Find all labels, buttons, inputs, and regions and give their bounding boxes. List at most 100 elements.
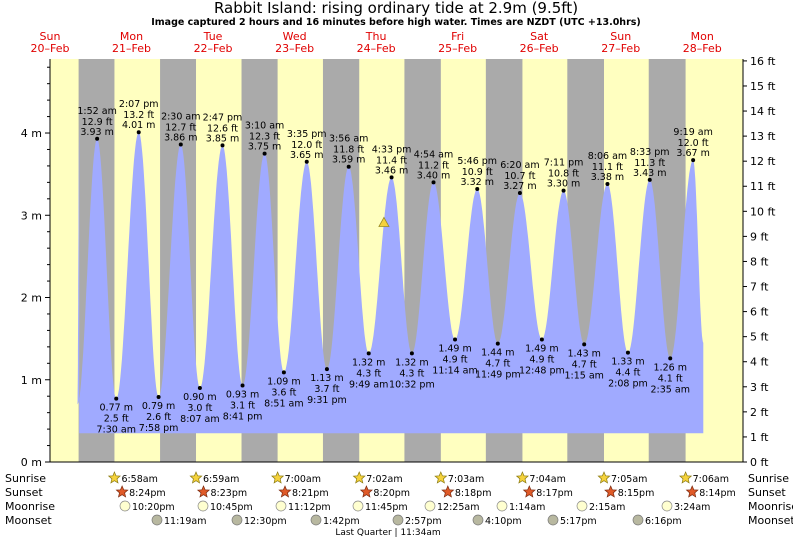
high-tide-metres: 3.86 m bbox=[164, 133, 197, 144]
day-date: 28–Feb bbox=[683, 42, 722, 55]
sunset-time: 8:15pm bbox=[618, 488, 655, 499]
moonrise-icon bbox=[275, 500, 287, 512]
high-tide-feet: 11.8 ft bbox=[333, 145, 364, 156]
high-tide-feet: 12.7 ft bbox=[165, 123, 196, 134]
low-tide-metres: 0.77 m bbox=[100, 403, 133, 414]
high-tide-time: 7:11 pm bbox=[544, 158, 584, 169]
moonrise-icon bbox=[661, 500, 673, 512]
high-tide-metres: 4.01 m bbox=[122, 120, 155, 131]
moonset-time: 4:10pm bbox=[485, 516, 522, 527]
low-tide-metres: 1.09 m bbox=[267, 376, 300, 387]
moonset-icon bbox=[392, 514, 404, 526]
moonset-icon bbox=[547, 514, 559, 526]
sunrise-time: 7:04am bbox=[529, 474, 565, 485]
sunset-icon bbox=[196, 485, 211, 498]
high-tide-point bbox=[561, 188, 566, 193]
day-date: 27–Feb bbox=[601, 42, 640, 55]
sunrise-time: 7:05am bbox=[611, 474, 647, 485]
high-tide-feet: 12.3 ft bbox=[249, 132, 280, 143]
low-tide-point bbox=[495, 341, 500, 346]
moon-phase-label: Last Quarter | 11:34am bbox=[335, 528, 440, 538]
moonset-time: 5:17pm bbox=[560, 516, 597, 527]
low-tide-feet: 4.9 ft bbox=[529, 354, 554, 365]
moonrise-icon bbox=[352, 500, 364, 512]
y-tick-label-metres: 3 m bbox=[21, 209, 42, 222]
moonrise-icon bbox=[496, 500, 508, 512]
moonrise-icon bbox=[119, 500, 131, 512]
moonrise-time: 1:14am bbox=[509, 502, 545, 513]
high-tide-feet: 12.9 ft bbox=[82, 117, 113, 128]
low-tide-metres: 0.93 m bbox=[226, 390, 259, 401]
high-tide-time: 3:10 am bbox=[245, 121, 284, 132]
day-weekday: Sat bbox=[530, 30, 549, 43]
low-tide-time: 8:41 pm bbox=[223, 412, 263, 423]
sunset-time: 8:20pm bbox=[373, 488, 410, 499]
low-tide-feet: 4.3 ft bbox=[399, 368, 424, 379]
high-tide-metres: 3.43 m bbox=[633, 168, 666, 179]
high-tide-feet: 10.8 ft bbox=[548, 169, 579, 180]
day-date: 23–Feb bbox=[275, 42, 314, 55]
current-tide-marker bbox=[378, 216, 390, 227]
high-tide-point bbox=[389, 175, 394, 180]
y-tick-label-feet: 6 ft bbox=[750, 306, 769, 319]
low-tide-point bbox=[240, 383, 245, 388]
moonset-time: 1:42pm bbox=[323, 516, 360, 527]
sunrise-icon bbox=[352, 471, 366, 484]
sunrise-icon bbox=[679, 471, 693, 484]
y-tick-label-metres: 0 m bbox=[21, 456, 42, 469]
y-tick-label-feet: 4 ft bbox=[750, 356, 769, 369]
low-tide-metres: 1.13 m bbox=[310, 373, 343, 384]
moonset-icon bbox=[231, 514, 243, 526]
sunrise-time: 7:06am bbox=[693, 474, 729, 485]
y-tick-label-feet: 1 ft bbox=[750, 431, 769, 444]
high-tide-point bbox=[346, 164, 351, 169]
high-tide-metres: 3.65 m bbox=[290, 150, 323, 161]
low-tide-time: 7:30 am bbox=[97, 425, 136, 436]
y-tick-label-feet: 0 ft bbox=[750, 456, 769, 469]
low-tide-metres: 1.49 m bbox=[525, 343, 558, 354]
row-label-sunset: Sunset bbox=[5, 486, 43, 499]
low-tide-time: 10:32 pm bbox=[389, 379, 435, 390]
tide-area bbox=[77, 128, 704, 434]
y-tick-label-feet: 15 ft bbox=[750, 80, 776, 93]
low-tide-point bbox=[625, 350, 630, 355]
row-label-sunrise: Sunrise bbox=[5, 472, 46, 485]
high-tide-time: 8:06 am bbox=[588, 151, 627, 162]
low-tide-metres: 1.49 m bbox=[438, 343, 471, 354]
y-tick-label-metres: 2 m bbox=[21, 292, 42, 305]
high-tide-point bbox=[95, 136, 100, 141]
high-tide-point bbox=[262, 151, 267, 156]
high-tide-metres: 3.38 m bbox=[591, 172, 624, 183]
high-tide-feet: 10.9 ft bbox=[462, 167, 493, 178]
low-tide-point bbox=[409, 351, 414, 356]
day-weekday: Mon bbox=[691, 30, 714, 43]
day-weekday: Wed bbox=[283, 30, 307, 43]
high-tide-metres: 3.85 m bbox=[206, 133, 239, 144]
day-date: 26–Feb bbox=[520, 42, 559, 55]
low-tide-point bbox=[366, 351, 371, 356]
high-tide-point bbox=[647, 177, 652, 182]
low-tide-point bbox=[197, 385, 202, 390]
y-tick-label-feet: 11 ft bbox=[750, 180, 776, 193]
low-tide-time: 8:07 am bbox=[180, 414, 219, 425]
high-tide-time: 3:35 pm bbox=[287, 129, 327, 140]
day-weekday: Sun bbox=[40, 30, 61, 43]
low-tide-time: 2:35 am bbox=[651, 384, 690, 395]
low-tide-feet: 2.6 ft bbox=[146, 412, 171, 423]
low-tide-metres: 1.44 m bbox=[481, 348, 514, 359]
y-tick-label-feet: 9 ft bbox=[750, 230, 769, 243]
low-tide-point bbox=[668, 356, 673, 361]
tide-curve bbox=[77, 128, 704, 434]
sunrise-icon bbox=[189, 471, 203, 484]
sunrise-time: 6:59am bbox=[203, 474, 239, 485]
high-tide-time: 2:30 am bbox=[161, 112, 200, 123]
low-tide-time: 12:48 pm bbox=[519, 365, 565, 376]
low-tide-metres: 1.33 m bbox=[611, 357, 644, 368]
low-tide-feet: 3.0 ft bbox=[187, 403, 212, 414]
y-tick-label-metres: 4 m bbox=[21, 127, 42, 140]
high-tide-feet: 12.0 ft bbox=[678, 138, 709, 149]
low-tide-point bbox=[453, 337, 458, 342]
sunrise-icon bbox=[107, 471, 121, 484]
sunrise-icon bbox=[434, 471, 448, 484]
